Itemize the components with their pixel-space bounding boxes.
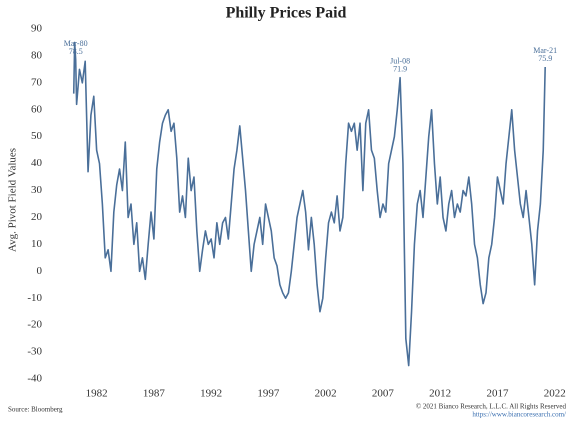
y-tick-label: 60 xyxy=(31,103,43,115)
y-tick-label: -20 xyxy=(27,319,42,331)
x-tick-label: 2022 xyxy=(544,388,566,400)
annotation-date: Jul-08 xyxy=(390,57,410,66)
y-axis-label: Avg. Pivot Field Values xyxy=(7,148,19,252)
x-tick-label: 1997 xyxy=(257,388,280,400)
x-tick-label: 2012 xyxy=(429,388,451,400)
y-tick-label: 50 xyxy=(31,130,43,142)
y-tick-label: -40 xyxy=(27,373,42,385)
url: https://www.biancoresearch.com/ xyxy=(472,411,566,419)
annotation-date: Mar-80 xyxy=(64,39,88,48)
copyright: © 2021 Bianco Research, L.L.C. All Right… xyxy=(416,403,567,411)
annotation-date: Mar-21 xyxy=(533,46,557,55)
y-tick-label: 90 xyxy=(31,23,43,35)
price-line xyxy=(72,41,546,367)
annotation-value: 78.5 xyxy=(69,47,83,56)
y-tick-label: 40 xyxy=(31,157,43,169)
x-tick-label: 2007 xyxy=(372,388,395,400)
annotation-value: 75.9 xyxy=(538,54,552,63)
y-tick-label: 20 xyxy=(31,211,43,223)
y-tick-label: 70 xyxy=(31,76,43,88)
x-tick-label: 1992 xyxy=(200,388,222,400)
source: Source: Bloomberg xyxy=(8,406,63,414)
x-tick-label: 1982 xyxy=(86,388,108,400)
annotation-value: 71.9 xyxy=(393,65,407,74)
x-tick-label: 1987 xyxy=(143,388,166,400)
y-tick-label: -30 xyxy=(27,346,42,358)
y-tick-label: -10 xyxy=(27,292,42,304)
x-tick-label: 2017 xyxy=(486,388,509,400)
y-tick-label: 30 xyxy=(31,184,43,196)
y-tick-label: 0 xyxy=(37,265,43,277)
y-tick-label: 80 xyxy=(31,49,43,61)
x-tick-label: 2002 xyxy=(315,388,337,400)
y-tick-label: 10 xyxy=(31,238,43,250)
chart-title: Philly Prices Paid xyxy=(226,5,347,22)
